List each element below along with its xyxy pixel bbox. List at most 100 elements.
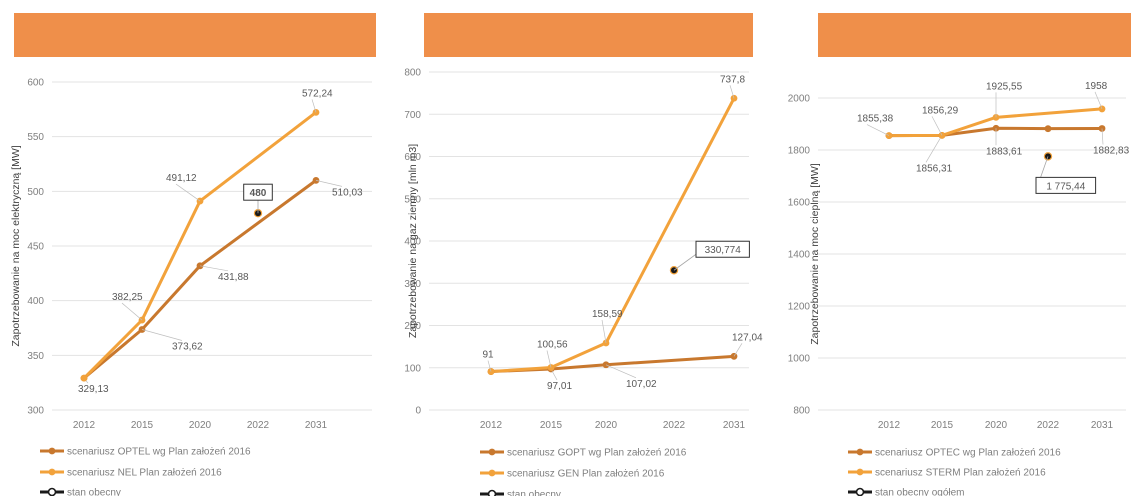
series-line — [83, 179, 317, 380]
legend-label: stan obecny — [507, 490, 561, 496]
label-leader — [550, 368, 558, 381]
x-tick-label: 2020 — [985, 420, 1008, 431]
chart-panel-gas: 0 100 200 300 400 500 600 700 800 2012 2015 2020 202… — [377, 0, 763, 496]
y-tick-label: 700 — [404, 110, 421, 121]
legend-label: scenariusz OPTEL wg Plan założeń 2016 — [67, 447, 251, 458]
y-tick-label: 0 — [415, 406, 421, 417]
label-leader — [673, 253, 697, 271]
y-tick-label: 200 — [404, 321, 421, 332]
y-axis-label: Zapotrzebowanie na moc cieplną [MW] — [809, 163, 821, 345]
chart-natural-gas: 0 100 200 300 400 500 600 700 800 2012 2015 2020 202… — [404, 68, 763, 496]
x-tick-label: 2012 — [878, 420, 901, 431]
data-label: 737,8 — [720, 74, 745, 85]
label-leader — [487, 360, 492, 372]
x-tick-label: 2022 — [663, 420, 686, 431]
x-tick-label: 2022 — [247, 420, 270, 431]
data-point — [196, 197, 204, 205]
y-tick-label: 1600 — [788, 198, 811, 209]
y-axis-label: Zapotrzebowanie na moc elektryczną [MW] — [10, 145, 22, 346]
x-tick-label: 2012 — [480, 420, 503, 431]
label-leader — [311, 99, 317, 113]
legend-marker — [855, 487, 865, 496]
x-tick-label: 2031 — [723, 420, 746, 431]
series-line — [888, 107, 1103, 138]
legend-marker — [488, 448, 496, 456]
x-tick-label: 2015 — [931, 420, 954, 431]
data-label: 431,88 — [218, 272, 249, 283]
label-box — [243, 183, 273, 201]
y-tick-label: 500 — [404, 194, 421, 205]
chart-panel-electric: 300 350 400 450 500 550 600 2012 2015 2020 2022 203… — [0, 0, 377, 496]
label-leader — [925, 135, 943, 163]
data-label: 329,13 — [78, 384, 109, 395]
chart-header-banner — [818, 13, 1131, 57]
label-leader — [199, 265, 229, 272]
legend-marker — [487, 489, 497, 496]
current-state-point — [1043, 152, 1053, 161]
label-leader — [315, 180, 343, 187]
legend-marker — [856, 448, 864, 456]
data-point — [1044, 125, 1052, 133]
label-leader — [141, 329, 183, 341]
x-tick-label: 2012 — [73, 420, 96, 431]
chart-electric-power: 300 350 400 450 500 550 600 2012 2015 2020 2022 203… — [10, 78, 372, 496]
y-tick-label: 800 — [793, 406, 810, 417]
data-label: 158,59 — [592, 309, 623, 320]
chart-header-banner — [424, 13, 753, 57]
y-tick-label: 600 — [404, 152, 421, 163]
data-point — [80, 374, 88, 382]
y-tick-label: 550 — [27, 132, 44, 143]
x-tick-label: 2020 — [595, 420, 618, 431]
label-leader — [729, 85, 735, 99]
chart-header-banner — [14, 13, 376, 57]
y-tick-label: 450 — [27, 242, 44, 253]
label-leader — [733, 343, 743, 357]
label-leader — [175, 183, 201, 202]
data-label: 373,62 — [172, 342, 203, 353]
y-tick-label: 600 — [27, 78, 44, 89]
label-leader — [601, 319, 607, 344]
x-tick-label: 2015 — [540, 420, 563, 431]
y-tick-label: 1200 — [788, 302, 811, 313]
data-label: 480 — [250, 188, 267, 199]
x-tick-label: 2022 — [1037, 420, 1060, 431]
data-label: 1855,38 — [857, 114, 894, 125]
data-label: 491,12 — [166, 173, 197, 184]
label-leader — [121, 302, 143, 321]
legend-label: scenariusz GEN Plan założeń 2016 — [507, 469, 665, 480]
y-tick-label: 1400 — [788, 250, 811, 261]
chart-panel-heat: 800 1000 1200 1400 1600 1800 2000 2012 2015 2020 2… — [754, 0, 1131, 496]
label-leader — [931, 116, 943, 136]
data-label: 1925,55 — [986, 81, 1023, 92]
y-tick-label: 400 — [27, 296, 44, 307]
y-tick-label: 400 — [404, 237, 421, 248]
data-label: 107,02 — [626, 379, 657, 390]
legend-marker — [48, 447, 56, 455]
legend-label: stan obecny ogółem — [875, 488, 965, 496]
legend-label: scenariusz GOPT wg Plan założeń 2016 — [507, 448, 687, 459]
y-tick-label: 1800 — [788, 146, 811, 157]
x-tick-label: 2031 — [1091, 420, 1114, 431]
legend-label: scenariusz OPTEC wg Plan założeń 2016 — [875, 448, 1061, 459]
y-tick-label: 350 — [27, 351, 44, 362]
legend-marker — [48, 468, 56, 476]
data-label: 1958 — [1085, 81, 1108, 92]
data-label: 97,01 — [547, 381, 572, 392]
data-label: 382,25 — [112, 292, 143, 303]
data-label: 1882,83 — [1093, 145, 1130, 156]
y-tick-label: 800 — [404, 68, 421, 79]
data-label: 100,56 — [537, 340, 568, 351]
label-leader — [546, 350, 552, 368]
data-label: 1856,31 — [916, 163, 953, 174]
legend-marker — [488, 469, 496, 477]
y-tick-label: 2000 — [788, 94, 811, 105]
label-leader — [1101, 128, 1104, 145]
label-leader — [866, 124, 890, 136]
data-label: 572,24 — [302, 88, 333, 99]
y-tick-label: 500 — [27, 187, 44, 198]
legend-marker — [856, 468, 864, 476]
y-tick-label: 300 — [27, 406, 44, 417]
label-leader — [605, 364, 637, 379]
legend-marker — [47, 487, 57, 496]
label-leader — [1094, 91, 1103, 110]
